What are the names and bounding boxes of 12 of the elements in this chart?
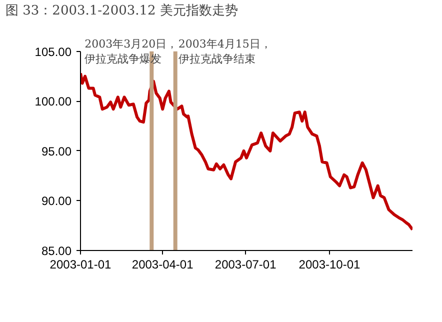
y-tick-label: 90.00 <box>41 194 72 208</box>
ref-line-label: 2003年4月15日，伊拉克战争结束 <box>178 37 272 66</box>
x-tick-label: 2003-10-01 <box>298 258 361 272</box>
x-tick-label: 2003-04-01 <box>132 258 194 272</box>
y-tick-label: 105.00 <box>34 44 72 59</box>
x-tick-label: 2003-01-01 <box>50 258 112 272</box>
y-tick-label: 85.00 <box>41 244 72 258</box>
y-tick-label: 100.00 <box>34 94 72 109</box>
line-series <box>80 72 412 232</box>
chart-title: 图 33：2003.1-2003.12 美元指数走势 <box>6 2 238 18</box>
x-tick-label: 2003-07-01 <box>214 258 277 272</box>
y-tick-label: 95.00 <box>41 144 72 158</box>
